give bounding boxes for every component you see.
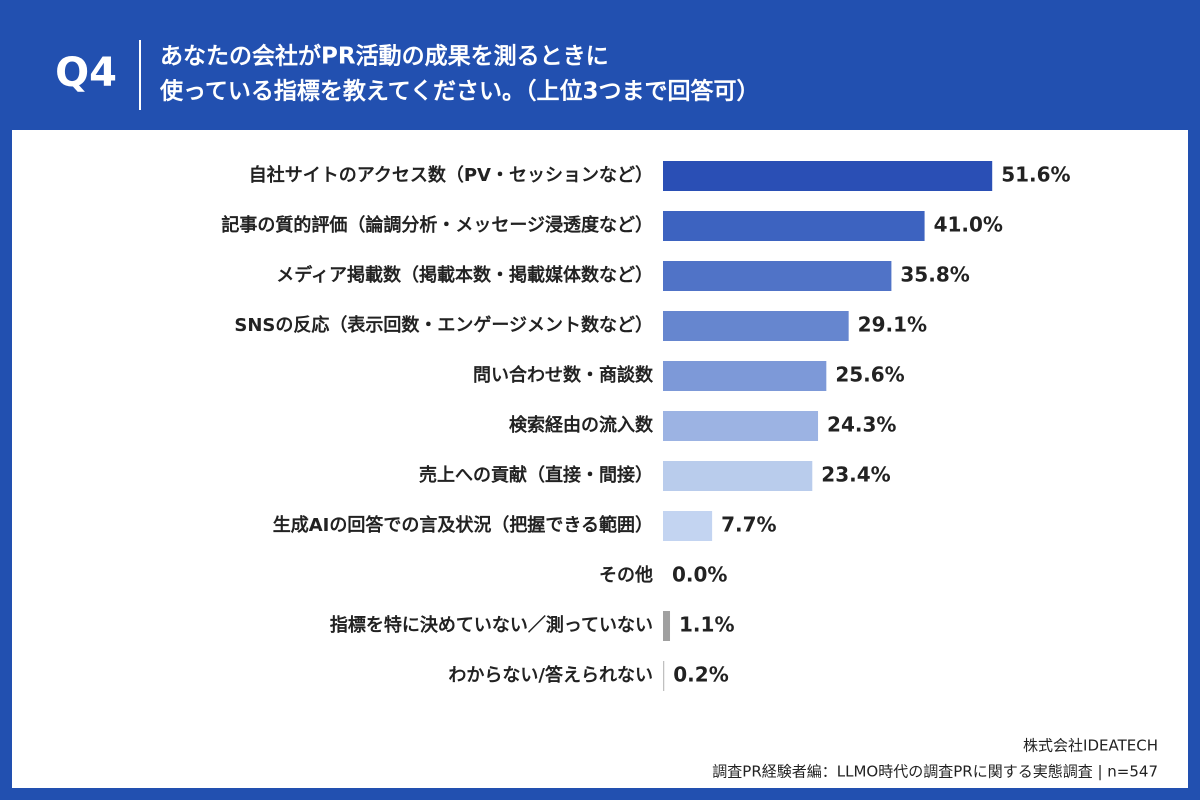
value-label: 29.1% <box>858 313 927 337</box>
category-label: 自社サイトのアクセス数（PV・セッションなど） <box>249 164 653 186</box>
bar <box>663 411 819 441</box>
value-label: 7.7% <box>721 513 776 537</box>
question-label: Q4 <box>55 50 117 96</box>
value-label: 0.0% <box>672 563 727 587</box>
category-label: 売上への貢献（直接・間接） <box>419 464 653 486</box>
bar <box>663 611 671 641</box>
value-label: 1.1% <box>679 613 734 637</box>
category-label: 検索経由の流入数 <box>509 414 654 436</box>
bar <box>663 311 849 341</box>
value-label: 23.4% <box>821 463 890 487</box>
category-label: 記事の質的評価（論調分析・メッセージ浸透度など） <box>221 214 653 236</box>
category-label: 問い合わせ数・商談数 <box>473 364 654 386</box>
bar <box>663 161 993 191</box>
bar <box>663 361 827 391</box>
value-label: 0.2% <box>673 663 728 687</box>
bar <box>663 661 665 691</box>
category-label: メディア掲載数（掲載本数・掲載媒体数など） <box>276 264 653 286</box>
bar <box>663 261 892 291</box>
category-label: 指標を特に決めていない／測っていない <box>330 614 653 636</box>
source: 調査PR経験者編：LLMO時代の調査PRに関する実態調査 | n=547 <box>712 763 1158 781</box>
bar <box>663 461 813 491</box>
value-label: 51.6% <box>1001 163 1070 187</box>
title-line: 使っている指標を教えてください。（上位3つまで回答可） <box>159 78 760 105</box>
category-label: わからない/答えられない <box>448 664 653 686</box>
bar <box>663 211 925 241</box>
value-label: 35.8% <box>900 263 969 287</box>
category-label: 生成AIの回答での言及状況（把握できる範囲） <box>273 514 653 536</box>
category-label: SNSの反応（表示回数・エンゲージメント数など） <box>234 314 653 336</box>
bar <box>663 511 713 541</box>
source: 株式会社IDEATECH <box>1023 737 1158 755</box>
value-label: 25.6% <box>835 363 904 387</box>
value-label: 24.3% <box>827 413 896 437</box>
title-line: あなたの会社がPR活動の成果を測るときに <box>160 43 609 70</box>
panel <box>12 130 1188 788</box>
value-label: 41.0% <box>934 213 1003 237</box>
category-label: その他 <box>599 564 653 586</box>
